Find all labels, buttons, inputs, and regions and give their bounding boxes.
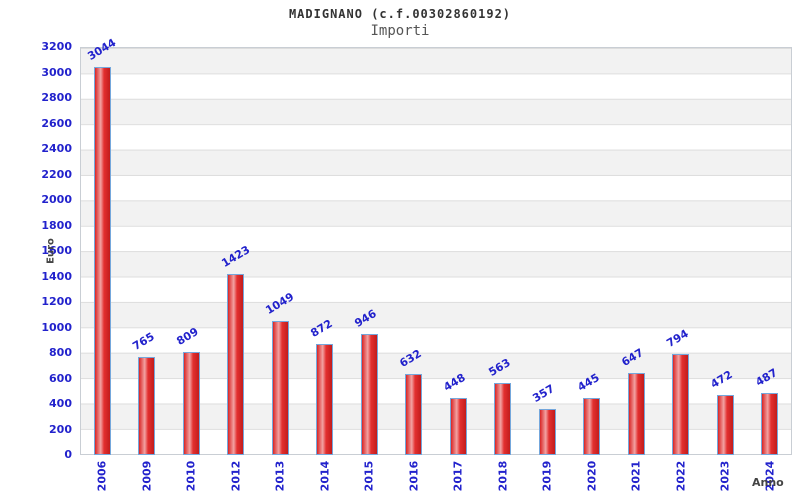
bar — [494, 383, 512, 455]
bar — [627, 372, 645, 455]
x-tick-label: 2023 — [718, 460, 732, 492]
y-tick-label: 3000 — [41, 65, 72, 79]
bar — [583, 398, 601, 455]
chart-title: MADIGNANO (c.f.00302860192) — [288, 7, 512, 21]
bar — [93, 66, 111, 455]
x-tick-label: 2019 — [540, 460, 554, 492]
bar — [449, 397, 467, 455]
x-tick-label: 2020 — [585, 460, 599, 492]
x-tick-label: 2022 — [674, 460, 688, 492]
y-tick-label: 800 — [49, 346, 72, 359]
x-tick-label: 2006 — [95, 460, 109, 492]
bar — [138, 357, 156, 455]
bar — [538, 409, 556, 455]
y-tick-label: 1400 — [41, 269, 72, 283]
bar — [672, 353, 690, 455]
bar — [316, 343, 334, 455]
y-tick-label: 1800 — [41, 218, 72, 232]
x-axis-title: Anno — [752, 476, 784, 489]
bar — [761, 392, 779, 455]
y-tick-label: 1600 — [41, 244, 72, 257]
x-tick-label: 2018 — [496, 460, 510, 492]
y-tick-label: 400 — [49, 397, 72, 410]
x-tick-label: 2021 — [629, 460, 643, 492]
x-tick-label: 2009 — [140, 460, 154, 492]
y-tick-label: 0 — [64, 448, 72, 461]
y-tick-label: 200 — [49, 422, 72, 436]
bar — [360, 334, 378, 455]
y-tick-label: 1000 — [41, 320, 72, 334]
x-tick-label: 2014 — [318, 460, 332, 492]
x-tick-label: 2015 — [362, 460, 376, 492]
bar — [716, 394, 734, 455]
y-axis-title: Euro — [45, 238, 57, 264]
x-tick-label: 2013 — [273, 460, 287, 492]
y-tick-label: 2800 — [41, 91, 72, 104]
y-tick-label: 2400 — [41, 142, 72, 155]
x-tick-label: 2012 — [229, 460, 243, 492]
y-tick-label: 2200 — [41, 167, 72, 181]
bar — [271, 321, 289, 455]
y-tick-label: 600 — [49, 371, 72, 385]
y-tick-label: 2600 — [41, 116, 72, 130]
y-tick-label: 1200 — [41, 295, 72, 308]
bar — [182, 351, 200, 455]
x-tick-label: 2010 — [184, 460, 198, 492]
bar — [405, 374, 423, 455]
bar — [227, 273, 245, 455]
x-tick-label: 2017 — [451, 460, 465, 492]
y-tick-label: 2000 — [41, 193, 72, 206]
chart-subtitle: Importi — [370, 23, 430, 39]
y-tick-label: 3200 — [41, 40, 72, 53]
x-tick-label: 2016 — [407, 460, 421, 492]
